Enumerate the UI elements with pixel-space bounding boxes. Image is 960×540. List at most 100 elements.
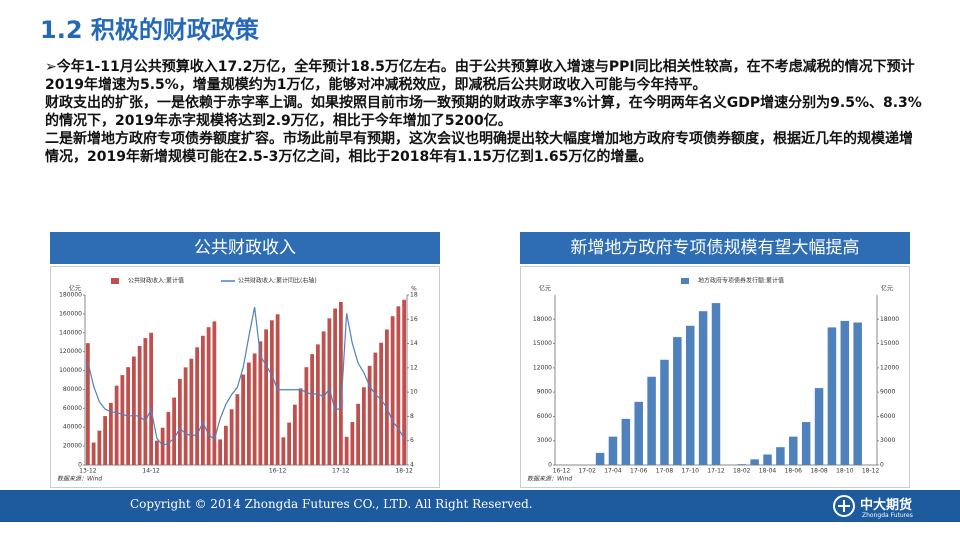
bar	[595, 452, 605, 465]
bar	[200, 335, 205, 465]
bar	[310, 354, 315, 465]
line	[87, 307, 405, 447]
bar	[673, 337, 682, 465]
bar	[814, 388, 824, 465]
bar	[344, 436, 349, 465]
x-tick-label: 18-10	[836, 468, 854, 475]
chart: 0 20000 40000 60000 80000 100000 120000 140000 1…	[50, 266, 440, 488]
copyright: Copyright © 2014 Zhongda Futures CO., LT…	[130, 497, 533, 511]
y2-tick-label: 6	[410, 437, 414, 444]
y-tick-label: 20000	[63, 443, 82, 450]
bar	[143, 338, 148, 465]
panel-title: 新增地方政府专项债规模有望大幅提高	[520, 232, 910, 264]
bar	[776, 447, 785, 465]
y2-tick-label: 9000	[880, 389, 895, 396]
x-tick-label: 17-12	[707, 468, 725, 475]
bar	[711, 303, 721, 465]
bar	[195, 347, 200, 465]
y2-tick-label: 6000	[880, 413, 895, 420]
bar	[172, 397, 177, 465]
legend-label: 公共财政收入:累计同比(右轴)	[238, 277, 317, 285]
bar	[698, 311, 708, 465]
bar	[120, 375, 125, 465]
bar	[258, 341, 263, 465]
bar	[634, 401, 643, 465]
bar	[737, 464, 747, 465]
bar	[229, 409, 234, 465]
y-tick-label: 12000	[533, 364, 552, 371]
y2-tick-label: 3000	[880, 437, 895, 444]
x-tick-label: 18-04	[759, 468, 777, 475]
x-tick-label: 16-12	[553, 468, 571, 475]
y2-tick-label: 4	[410, 462, 414, 469]
x-tick-label: 17-06	[630, 468, 648, 475]
y-tick-label: 40000	[63, 424, 82, 431]
y2-axis-label: %	[411, 286, 417, 293]
bar	[91, 442, 96, 465]
x-tick-label: 13-12	[79, 468, 97, 475]
y-tick-label: 18000	[533, 316, 552, 323]
bar	[315, 344, 320, 465]
bar	[647, 376, 656, 465]
y-tick-label: 80000	[63, 386, 82, 393]
x-tick-label: 17-08	[656, 468, 674, 475]
bar	[384, 329, 389, 465]
bar	[390, 316, 395, 465]
y-axis-label: 亿元	[69, 285, 81, 293]
x-tick-label: 17-02	[578, 468, 596, 475]
x-tick-label: 18-12	[395, 468, 413, 475]
body-text: ➢今年1-11月公共预算收入17.2万亿，全年预计18.5万亿左右。由于公共预算…	[45, 58, 925, 166]
bar	[223, 425, 228, 465]
y-tick-label: 100000	[59, 367, 82, 374]
bar	[264, 329, 269, 465]
bar	[212, 321, 217, 465]
bar	[801, 422, 811, 465]
y2-tick-label: 0	[880, 462, 884, 469]
bar	[763, 454, 772, 465]
paragraph: 二是新增地方政府专项债券额度扩容。市场此前早有预期，这次会议也明确提出较大幅度增…	[45, 131, 913, 165]
x-tick-label: 16-12	[269, 468, 287, 475]
x-tick-label: 18-06	[785, 468, 803, 475]
y-tick-label: 3000	[537, 437, 552, 444]
legend-swatch	[111, 278, 119, 284]
bar	[321, 331, 326, 465]
bar	[750, 459, 759, 465]
bar	[206, 327, 211, 465]
bar	[789, 436, 798, 465]
y-tick-label: 9000	[537, 389, 552, 396]
bar	[177, 378, 182, 465]
bar	[338, 301, 343, 465]
paragraph: ➢今年1-11月公共预算收入17.2万亿，全年预计18.5万亿左右。由于公共预算…	[45, 59, 915, 93]
chart: 0 3000 6000 9000 12000 15000 18000 0 3000 6000 900…	[520, 266, 910, 488]
y-tick-label: 180000	[59, 292, 82, 299]
bar	[396, 306, 401, 465]
x-tick-label: 17-10	[682, 468, 700, 475]
bar	[114, 385, 119, 465]
bar	[292, 404, 297, 465]
bar	[137, 346, 142, 465]
bar	[660, 359, 669, 465]
y-tick-label: 160000	[59, 310, 82, 317]
logo-icon	[833, 495, 855, 517]
slide-title: 1.2 积极的财政政策	[40, 16, 259, 44]
y2-tick-label: 12000	[880, 364, 899, 371]
bar	[298, 388, 303, 465]
bar	[160, 427, 165, 465]
bar	[356, 403, 361, 465]
x-tick-label: 17-12	[332, 468, 350, 475]
y2-axis-label: 亿元	[881, 285, 893, 293]
bar	[154, 440, 159, 465]
x-tick-label: 18-08	[810, 468, 828, 475]
bar	[183, 367, 188, 465]
bar	[131, 356, 136, 465]
bar	[373, 352, 378, 465]
legend-label: 地方政府专项债券发行额:累计值	[698, 277, 784, 285]
y-axis-label: 亿元	[539, 285, 551, 293]
x-tick-label: 17-04	[604, 468, 622, 475]
logo-text: 中大期货	[860, 498, 913, 513]
y-tick-label: 6000	[537, 413, 552, 420]
bar	[287, 422, 292, 465]
panel-title: 公共财政收入	[50, 232, 440, 264]
bar	[103, 416, 108, 465]
